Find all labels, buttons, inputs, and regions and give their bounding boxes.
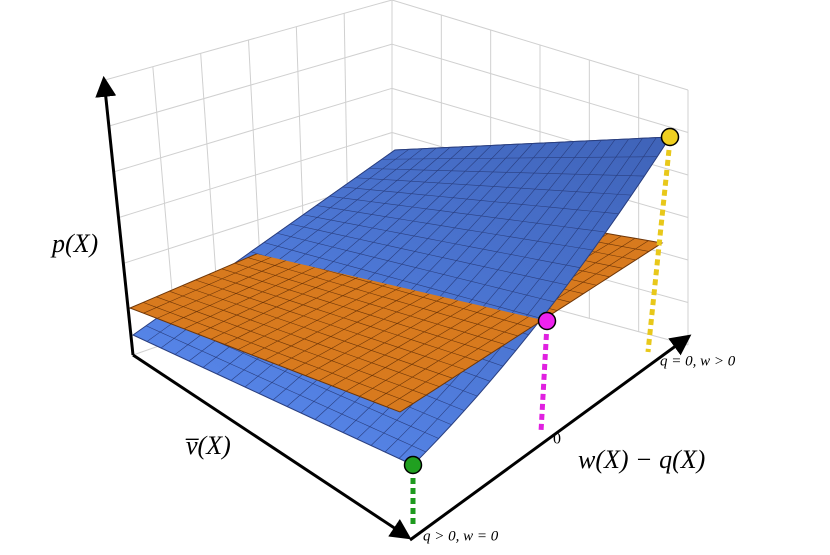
wall-grid-line	[391, 0, 689, 91]
right-axis	[409, 334, 692, 542]
zero-label: 0	[553, 431, 561, 448]
mesh-line	[342, 186, 619, 215]
yellow-point	[660, 127, 680, 147]
mesh-line	[314, 141, 574, 321]
mesh-line	[372, 238, 636, 402]
drop-lines	[410, 139, 673, 528]
magenta-drop	[538, 323, 550, 433]
mesh-line	[384, 138, 643, 321]
mesh-line	[286, 142, 547, 321]
mesh-line	[300, 142, 561, 321]
wall-grid-line	[109, 43, 393, 127]
mesh-line	[263, 242, 542, 319]
mesh-line	[342, 140, 602, 321]
left-axis-label: v̅(X)	[185, 431, 231, 460]
mesh-line	[316, 205, 593, 251]
mesh-line	[277, 232, 555, 303]
mesh-line	[370, 138, 629, 321]
magenta-point	[537, 311, 557, 331]
wall-grid-line	[104, 0, 393, 81]
vertical-axis-label: p(X)	[50, 229, 98, 258]
right-axis-label: w(X) − q(X)	[578, 445, 705, 474]
axes	[95, 75, 692, 542]
mesh-line	[329, 195, 606, 233]
mesh-line	[356, 139, 616, 321]
mesh-line	[368, 168, 645, 177]
mesh-line	[398, 137, 657, 321]
right-end-label: q = 0, w > 0	[660, 353, 736, 369]
mesh-line	[355, 177, 632, 196]
vertical-axis	[95, 75, 135, 356]
yellow-drop	[645, 139, 673, 353]
mesh-line	[386, 240, 649, 408]
wall-grid-line	[391, 43, 689, 133]
mesh-line	[381, 156, 658, 160]
front-corner-label: q > 0, w = 0	[423, 528, 499, 544]
left-axis	[132, 353, 412, 540]
mesh-line	[328, 140, 588, 321]
mesh-line	[290, 223, 568, 286]
mesh-line	[303, 214, 581, 269]
green-point	[403, 455, 423, 475]
